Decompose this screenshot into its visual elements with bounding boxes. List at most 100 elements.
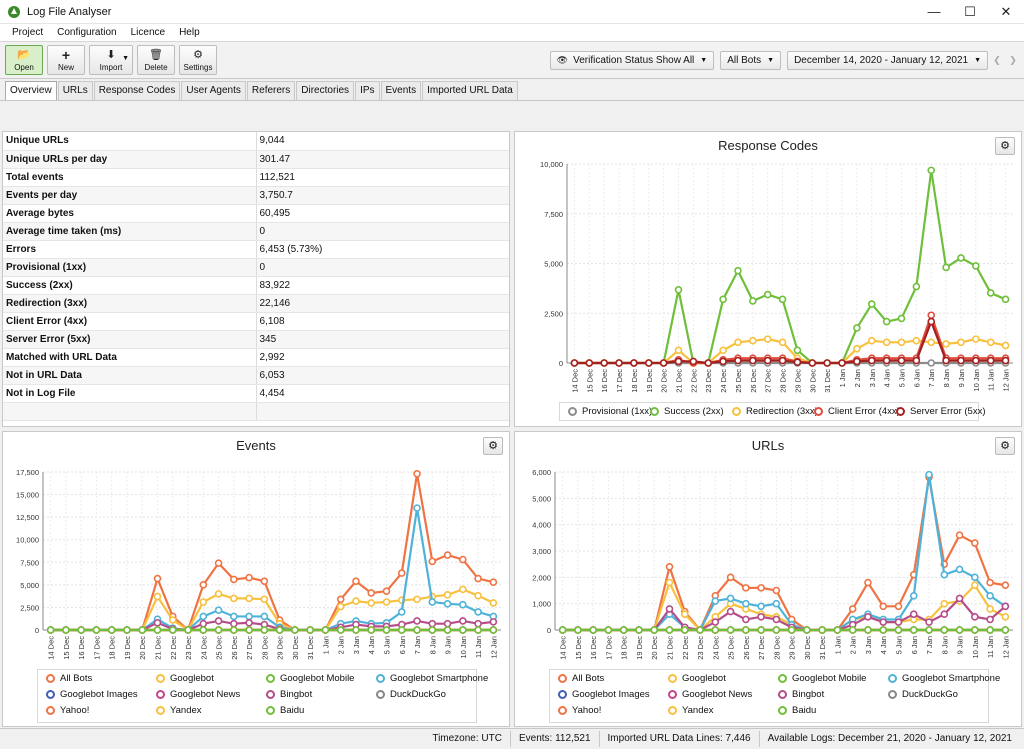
data-point[interactable]	[940, 599, 949, 608]
data-point[interactable]	[972, 356, 980, 365]
data-point[interactable]	[772, 599, 781, 608]
data-point[interactable]	[367, 599, 376, 607]
data-point[interactable]	[757, 602, 765, 611]
data-point[interactable]	[665, 605, 674, 613]
legend-item[interactable]: Yahoo!	[46, 705, 89, 716]
data-point[interactable]	[711, 597, 720, 605]
stats-row[interactable]: Success (2xx) 83,922	[3, 276, 509, 295]
data-point[interactable]	[838, 359, 846, 367]
data-point[interactable]	[230, 626, 238, 634]
stats-row[interactable]: Errors 6,453 (5.73%)	[3, 240, 509, 259]
data-point[interactable]	[230, 594, 238, 603]
minimize-button[interactable]: —	[927, 4, 941, 19]
legend-item[interactable]: Bingbot	[266, 689, 312, 700]
data-point[interactable]	[853, 357, 861, 366]
data-point[interactable]	[107, 626, 116, 634]
data-point[interactable]	[459, 617, 467, 625]
data-point[interactable]	[749, 297, 757, 305]
data-point[interactable]	[245, 618, 253, 627]
stats-row[interactable]: Average time taken (ms) 0	[3, 222, 509, 241]
legend-item[interactable]: All Bots	[46, 673, 92, 684]
data-point[interactable]	[955, 531, 964, 539]
data-point[interactable]	[772, 626, 781, 634]
data-point[interactable]	[726, 626, 735, 634]
data-point[interactable]	[711, 618, 720, 626]
data-point[interactable]	[1001, 613, 1010, 621]
data-point[interactable]	[443, 619, 452, 628]
data-point[interactable]	[199, 619, 208, 628]
stats-row[interactable]: Unique URLs per day 301.47	[3, 150, 509, 169]
data-point[interactable]	[986, 615, 994, 624]
maximize-button[interactable]: ☐	[964, 3, 976, 19]
data-point[interactable]	[971, 539, 979, 547]
data-point[interactable]	[927, 338, 936, 347]
data-point[interactable]	[778, 295, 787, 304]
legend-item[interactable]: Googlebot Smartphone	[376, 673, 488, 684]
data-point[interactable]	[927, 359, 936, 367]
legend-item[interactable]: Yandex	[156, 705, 202, 716]
legend-item[interactable]: Yandex	[668, 705, 714, 716]
data-point[interactable]	[214, 626, 223, 634]
stats-row[interactable]: Not in URL Data 6,053	[3, 366, 509, 385]
data-point[interactable]	[659, 359, 668, 367]
tab-overview[interactable]: Overview	[5, 81, 57, 100]
data-point[interactable]	[763, 290, 772, 299]
stats-row[interactable]: Events per day 3,750.7	[3, 186, 509, 205]
data-point[interactable]	[382, 598, 391, 606]
data-point[interactable]	[260, 595, 269, 604]
data-point[interactable]	[864, 578, 872, 587]
data-point[interactable]	[321, 626, 330, 634]
legend-item[interactable]: DuckDuckGo	[376, 689, 446, 700]
response-codes-gear-icon[interactable]: ⚙	[995, 137, 1015, 155]
data-point[interactable]	[260, 612, 269, 621]
data-point[interactable]	[352, 626, 360, 634]
data-point[interactable]	[986, 605, 994, 613]
data-point[interactable]	[757, 613, 765, 621]
data-point[interactable]	[413, 626, 421, 634]
data-point[interactable]	[397, 626, 406, 634]
data-point[interactable]	[894, 618, 903, 626]
data-point[interactable]	[793, 346, 802, 355]
data-point[interactable]	[459, 600, 467, 609]
data-point[interactable]	[214, 559, 223, 567]
data-point[interactable]	[1001, 356, 1010, 365]
data-point[interactable]	[459, 585, 467, 594]
previous-range-button[interactable]: ❮	[993, 54, 1001, 65]
data-point[interactable]	[443, 590, 452, 599]
data-point[interactable]	[291, 626, 299, 634]
data-point[interactable]	[615, 359, 623, 367]
data-point[interactable]	[734, 338, 742, 347]
legend-item[interactable]: Googlebot	[668, 673, 726, 684]
data-point[interactable]	[848, 605, 857, 613]
data-point[interactable]	[897, 338, 906, 347]
data-point[interactable]	[474, 574, 482, 583]
tab-user-agents[interactable]: User Agents	[181, 81, 246, 100]
data-point[interactable]	[742, 584, 750, 592]
data-point[interactable]	[719, 346, 727, 355]
legend-item[interactable]: Yahoo!	[558, 705, 601, 716]
data-point[interactable]	[459, 626, 467, 634]
import-button[interactable]: ⬇ Import ▼	[89, 45, 133, 75]
data-point[interactable]	[909, 610, 918, 618]
data-point[interactable]	[927, 311, 936, 320]
data-point[interactable]	[787, 626, 796, 634]
data-point[interactable]	[680, 610, 689, 618]
data-point[interactable]	[894, 626, 903, 634]
data-point[interactable]	[763, 335, 772, 343]
data-point[interactable]	[153, 618, 162, 627]
data-point[interactable]	[245, 594, 253, 603]
data-point[interactable]	[749, 356, 757, 365]
data-point[interactable]	[986, 356, 995, 365]
legend-item[interactable]: Success (2xx)	[650, 406, 724, 417]
data-point[interactable]	[778, 338, 787, 347]
data-point[interactable]	[772, 586, 781, 595]
data-point[interactable]	[635, 626, 643, 634]
stats-row[interactable]: Server Error (5xx) 345	[3, 330, 509, 349]
data-point[interactable]	[719, 295, 727, 304]
data-point[interactable]	[214, 590, 223, 598]
data-point[interactable]	[757, 584, 765, 592]
data-point[interactable]	[957, 356, 965, 365]
data-point[interactable]	[650, 626, 659, 634]
date-range-dropdown[interactable]: December 14, 2020 - January 12, 2021 ▼	[787, 50, 988, 70]
data-point[interactable]	[474, 591, 482, 600]
